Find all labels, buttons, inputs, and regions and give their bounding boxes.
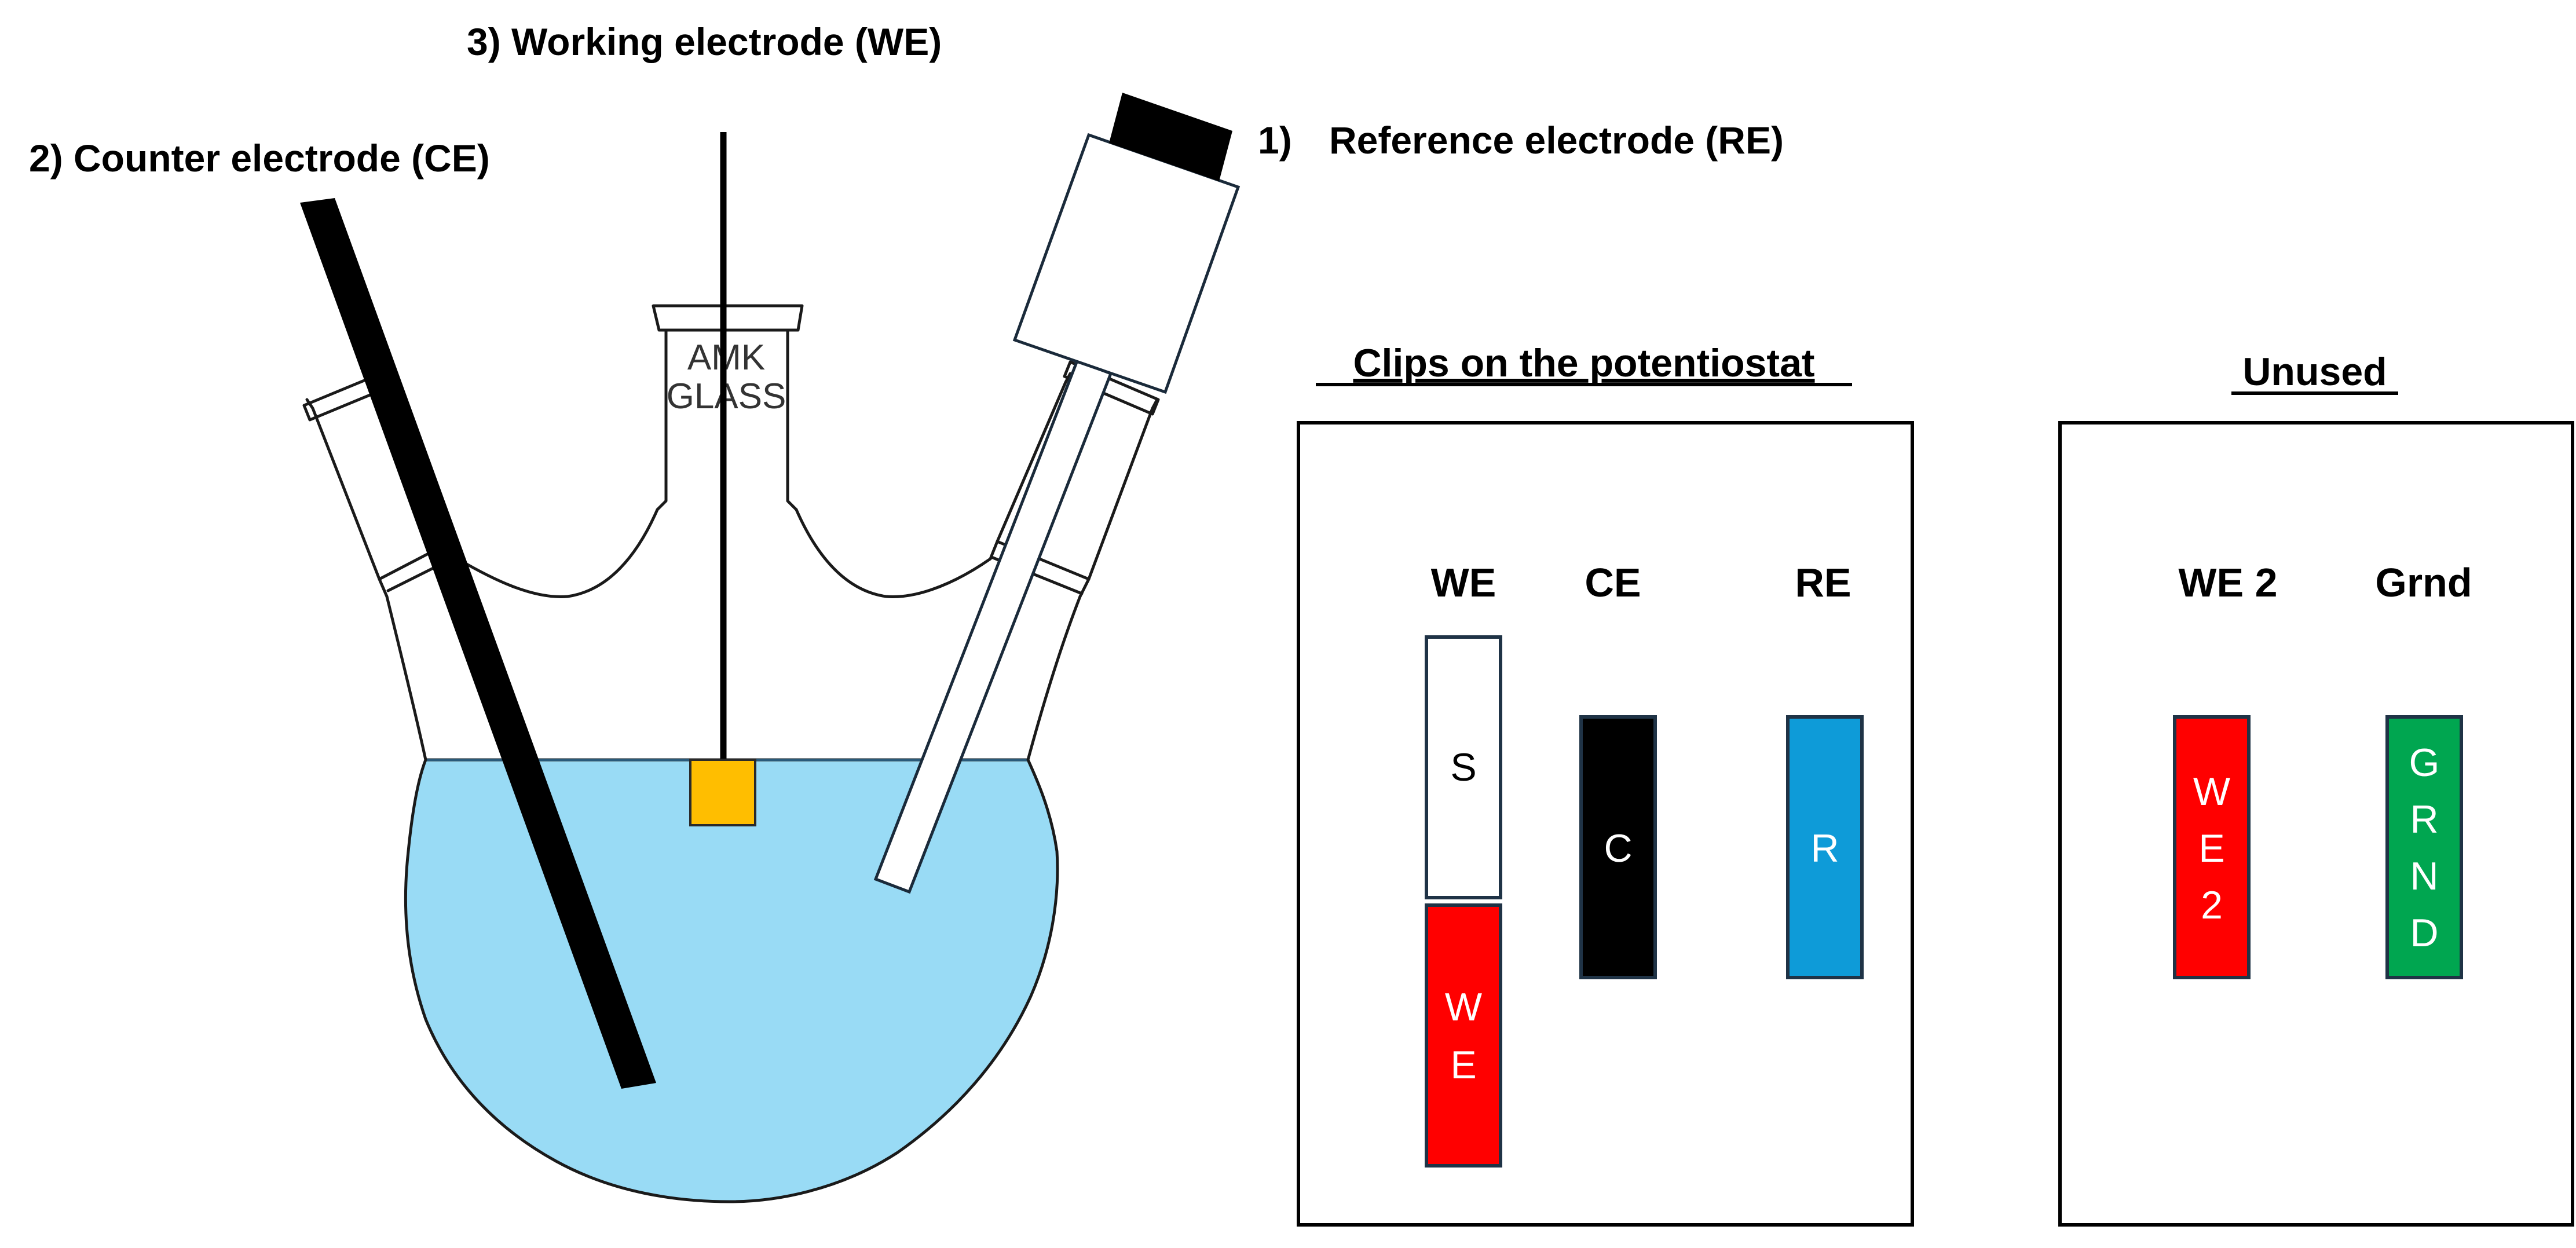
potentiostat-panel-title: Clips on the potentiostat	[1353, 341, 1814, 385]
header-re: RE	[1795, 560, 1851, 605]
clip-we2-text-w: W	[2193, 770, 2230, 814]
potentiostat-panel: Clips on the potentiostat WE CE RE S W E…	[1297, 341, 1914, 1227]
flask-wall-left	[385, 595, 427, 762]
clip-we-text-w: W	[1445, 985, 1482, 1029]
clip-re	[1786, 715, 1864, 979]
clip-grnd-text-g: G	[2409, 741, 2440, 785]
clip-we2-text-2: 2	[2201, 883, 2223, 927]
header-we2: WE 2	[2178, 560, 2277, 605]
clip-grnd-text-d: D	[2410, 911, 2438, 955]
working-electrode-tip	[689, 759, 756, 826]
three-neck-flask: AMK GLASS	[302, 304, 1160, 1203]
clip-re-text: R	[1810, 826, 1839, 870]
flask-wall-right	[1026, 595, 1082, 762]
clip-we2-text-e: E	[2198, 826, 2224, 870]
reference-electrode-label: Reference electrode (RE)	[1329, 119, 1784, 162]
flask-shoulder-left	[456, 508, 659, 598]
clip-we2	[2173, 715, 2251, 979]
clip-we-text-e: E	[1450, 1043, 1476, 1087]
header-we: WE	[1431, 560, 1496, 605]
clip-grnd	[2385, 715, 2463, 979]
unused-panel: Unused WE 2 Grnd W E 2 G R N D	[2058, 350, 2574, 1227]
clip-ce-text: C	[1604, 826, 1632, 870]
center-neck-rim	[652, 304, 804, 332]
clip-sense	[1425, 635, 1502, 899]
counter-electrode-rod	[300, 198, 656, 1089]
unused-panel-title: Unused	[2242, 350, 2387, 394]
flask-shoulder-right	[795, 508, 992, 598]
clip-sense-text: S	[1450, 745, 1476, 789]
potentiostat-panel-border	[1297, 421, 1914, 1227]
reference-electrode-number: 1)	[1258, 119, 1292, 162]
reference-electrode	[873, 93, 1241, 894]
right-neck-rim	[1063, 360, 1160, 416]
unused-panel-border	[2058, 421, 2574, 1227]
header-ce: CE	[1585, 560, 1641, 605]
working-electrode-label: 3) Working electrode (WE)	[467, 20, 942, 63]
header-grnd: Grnd	[2375, 560, 2472, 605]
clip-grnd-text-n: N	[2410, 854, 2438, 898]
clip-we	[1425, 903, 1502, 1168]
clip-ce	[1579, 715, 1657, 979]
reference-electrode-cap	[1109, 93, 1232, 181]
counter-electrode-label: 2) Counter electrode (CE)	[29, 137, 490, 180]
clip-grnd-text-r: R	[2410, 797, 2438, 841]
